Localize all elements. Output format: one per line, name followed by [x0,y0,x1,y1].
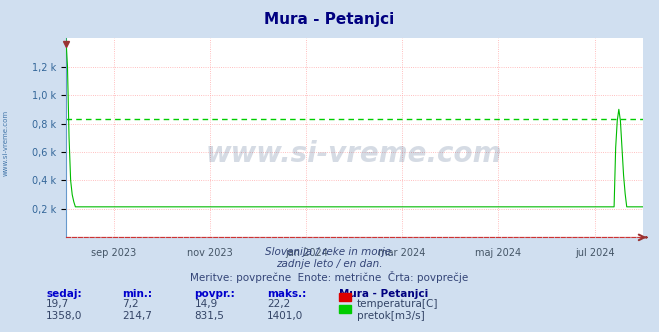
Text: Mura - Petanjci: Mura - Petanjci [264,12,395,27]
Text: sep 2023: sep 2023 [91,248,136,258]
Text: povpr.:: povpr.: [194,289,235,299]
Text: mar 2024: mar 2024 [378,248,426,258]
Text: 7,2: 7,2 [122,299,138,309]
Text: Slovenija / reke in morje.: Slovenija / reke in morje. [265,247,394,257]
Text: 1358,0: 1358,0 [46,311,82,321]
Text: Mura - Petanjci: Mura - Petanjci [339,289,428,299]
Text: pretok[m3/s]: pretok[m3/s] [357,311,424,321]
Text: zadnje leto / en dan.: zadnje leto / en dan. [276,259,383,269]
Text: 19,7: 19,7 [46,299,69,309]
Text: 22,2: 22,2 [267,299,290,309]
Text: temperatura[C]: temperatura[C] [357,299,438,309]
Text: 214,7: 214,7 [122,311,152,321]
Text: www.si-vreme.com: www.si-vreme.com [206,140,502,168]
Text: 1401,0: 1401,0 [267,311,303,321]
Text: jan 2024: jan 2024 [285,248,328,258]
Text: 831,5: 831,5 [194,311,224,321]
Text: sedaj:: sedaj: [46,289,82,299]
Text: maj 2024: maj 2024 [475,248,521,258]
Text: maks.:: maks.: [267,289,306,299]
Text: www.si-vreme.com: www.si-vreme.com [2,110,9,176]
Text: jul 2024: jul 2024 [575,248,614,258]
Text: nov 2023: nov 2023 [187,248,233,258]
Text: 14,9: 14,9 [194,299,217,309]
Text: Meritve: povprečne  Enote: metrične  Črta: povprečje: Meritve: povprečne Enote: metrične Črta:… [190,271,469,283]
Text: min.:: min.: [122,289,152,299]
